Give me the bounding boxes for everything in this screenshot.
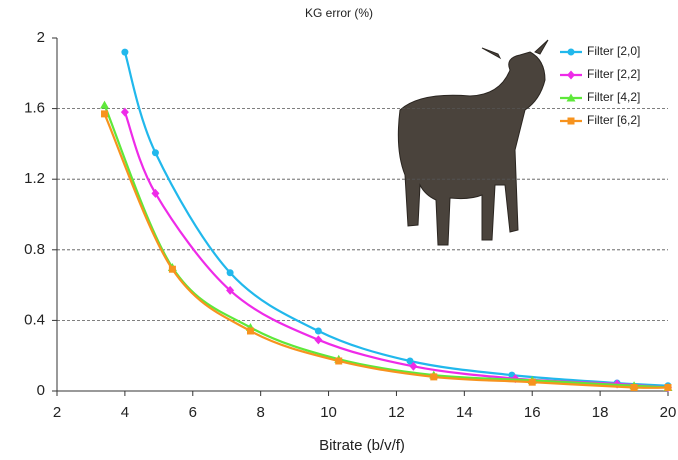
- marker: [335, 357, 343, 365]
- x-tick-label: 20: [660, 404, 677, 421]
- x-tick-label: 16: [524, 404, 541, 421]
- y-tick-label: 1.2: [24, 170, 45, 187]
- marker: [121, 48, 129, 56]
- series-line: [103, 104, 669, 389]
- legend-marker: [566, 93, 576, 102]
- cow-image: [397, 39, 549, 246]
- marker: [168, 265, 176, 273]
- chart-title: KG error (%): [305, 6, 373, 20]
- series-line: [123, 111, 669, 389]
- x-tick-label: 6: [189, 404, 197, 421]
- series-line: [123, 51, 669, 387]
- marker: [226, 285, 235, 295]
- x-tick-label: 2: [53, 404, 61, 421]
- marker: [120, 107, 129, 117]
- x-tick-label: 4: [121, 404, 129, 421]
- marker: [226, 269, 234, 277]
- marker: [151, 149, 159, 157]
- legend-marker: [567, 48, 575, 56]
- marker: [314, 327, 322, 335]
- y-tick-label: 1.6: [24, 100, 45, 117]
- marker: [314, 335, 323, 345]
- x-tick-label: 14: [456, 404, 473, 421]
- y-tick-label: 0.4: [24, 311, 45, 328]
- legend-label: Filter [2,0]: [587, 44, 640, 58]
- legend-marker: [567, 70, 575, 80]
- x-tick-label: 10: [320, 404, 337, 421]
- marker: [630, 383, 638, 391]
- x-tick-label: 12: [388, 404, 405, 421]
- x-tick-label: 18: [592, 404, 609, 421]
- series-line: [103, 113, 669, 389]
- legend-label: Filter [4,2]: [587, 90, 640, 104]
- marker: [151, 188, 160, 198]
- marker: [409, 361, 418, 371]
- x-tick-label: 8: [256, 404, 264, 421]
- marker: [664, 383, 672, 391]
- marker: [246, 327, 254, 335]
- y-tick-label: 2: [37, 29, 45, 46]
- marker: [528, 378, 536, 386]
- x-axis-label: Bitrate (b/v/f): [319, 437, 405, 454]
- y-tick-label: 0: [37, 382, 45, 399]
- legend-marker: [567, 117, 575, 125]
- marker: [100, 100, 110, 109]
- legend-label: Filter [6,2]: [587, 113, 640, 127]
- y-tick-label: 0.8: [24, 241, 45, 258]
- marker: [101, 110, 109, 118]
- legend-label: Filter [2,2]: [587, 67, 640, 81]
- marker: [406, 357, 414, 365]
- marker: [430, 373, 438, 381]
